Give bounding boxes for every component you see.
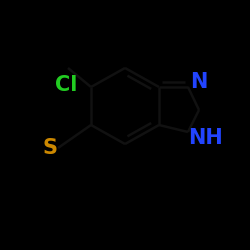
Text: S: S [42,138,57,158]
Text: NH: NH [188,128,223,148]
Text: Cl: Cl [55,75,78,95]
Text: N: N [190,72,208,92]
